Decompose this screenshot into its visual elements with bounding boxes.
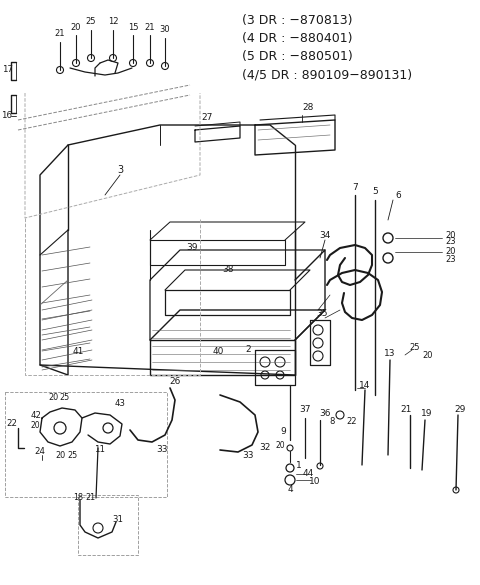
Text: 8: 8 xyxy=(329,418,335,426)
Text: 20: 20 xyxy=(48,394,58,402)
Text: 17: 17 xyxy=(2,66,13,74)
Text: 20: 20 xyxy=(71,22,81,32)
Text: 20: 20 xyxy=(445,230,456,239)
Text: 43: 43 xyxy=(115,398,125,408)
Text: 10: 10 xyxy=(309,477,321,487)
Text: 33: 33 xyxy=(156,446,168,455)
Text: 31: 31 xyxy=(112,515,123,525)
Text: 7: 7 xyxy=(352,184,358,192)
Text: 3: 3 xyxy=(117,165,123,175)
Text: 14: 14 xyxy=(360,380,371,390)
Text: 18: 18 xyxy=(73,494,83,503)
Text: 29: 29 xyxy=(454,405,466,415)
Text: 21: 21 xyxy=(145,22,155,32)
Text: 20: 20 xyxy=(275,441,285,449)
Text: 15: 15 xyxy=(128,22,138,32)
Text: 20: 20 xyxy=(30,421,40,429)
Text: 23: 23 xyxy=(445,254,456,263)
Text: 27: 27 xyxy=(201,113,213,122)
Text: 26: 26 xyxy=(169,377,180,387)
Text: 20: 20 xyxy=(423,350,433,360)
Text: (4 DR : −880401): (4 DR : −880401) xyxy=(242,32,352,45)
Text: (5 DR : −880501): (5 DR : −880501) xyxy=(242,50,353,63)
Text: 44: 44 xyxy=(302,470,313,479)
Text: 34: 34 xyxy=(319,230,331,239)
Text: 25: 25 xyxy=(410,343,420,353)
Text: 21: 21 xyxy=(85,494,95,503)
Text: 21: 21 xyxy=(400,405,412,415)
Text: 11: 11 xyxy=(95,446,106,455)
Text: 38: 38 xyxy=(222,266,234,274)
Text: 24: 24 xyxy=(35,448,46,456)
Text: 35: 35 xyxy=(316,308,328,318)
Text: 41: 41 xyxy=(72,347,84,356)
Text: 25: 25 xyxy=(86,18,96,26)
Text: 33: 33 xyxy=(242,450,254,459)
Text: 25: 25 xyxy=(67,450,77,459)
Text: 12: 12 xyxy=(108,18,118,26)
Text: 42: 42 xyxy=(31,411,41,419)
Text: (3 DR : −870813): (3 DR : −870813) xyxy=(242,14,352,27)
Text: 28: 28 xyxy=(302,104,314,112)
Text: 22: 22 xyxy=(347,418,357,426)
Text: 13: 13 xyxy=(384,349,396,357)
Text: 23: 23 xyxy=(445,238,456,246)
Text: 6: 6 xyxy=(395,191,401,199)
Text: 20: 20 xyxy=(55,450,65,459)
Text: 22: 22 xyxy=(7,419,17,428)
Text: 1: 1 xyxy=(296,462,302,470)
Text: 9: 9 xyxy=(280,428,286,436)
Text: 21: 21 xyxy=(55,29,65,39)
Bar xyxy=(5,392,167,497)
Text: 25: 25 xyxy=(60,394,70,402)
Text: 40: 40 xyxy=(212,347,224,356)
Text: 19: 19 xyxy=(421,410,433,418)
Text: 30: 30 xyxy=(160,26,170,35)
Bar xyxy=(78,495,138,555)
Text: 37: 37 xyxy=(299,405,311,415)
Text: 32: 32 xyxy=(259,443,271,453)
Text: 4: 4 xyxy=(287,486,293,494)
Text: 16: 16 xyxy=(1,112,12,121)
Text: 39: 39 xyxy=(186,243,198,253)
Text: 5: 5 xyxy=(372,188,378,197)
Text: 36: 36 xyxy=(319,408,331,418)
Text: 2: 2 xyxy=(245,346,251,355)
Text: (4/5 DR : 890109−890131): (4/5 DR : 890109−890131) xyxy=(242,68,412,81)
Text: 20: 20 xyxy=(445,247,456,256)
